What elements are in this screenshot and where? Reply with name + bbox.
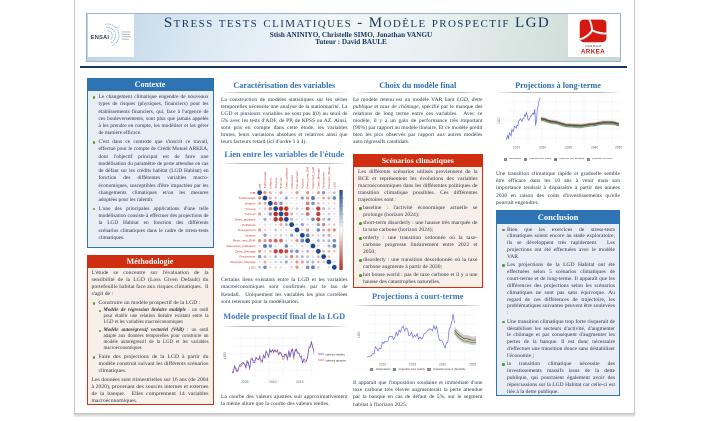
svg-text:LGD: LGD	[332, 181, 336, 188]
svg-text:Dette_Menage: Dette_Menage	[235, 249, 256, 253]
svg-text:2020: 2020	[439, 362, 446, 366]
svg-text:Reve_nets_ENF: Reve_nets_ENF	[233, 239, 256, 243]
svg-text:2025: 2025	[469, 362, 476, 366]
svg-text:Reve_nets_ENF: Reve_nets_ENF	[306, 167, 310, 189]
svg-text:PxLogement: PxLogement	[295, 171, 299, 189]
svg-text:PIB: PIB	[251, 191, 256, 195]
svg-text:2050: 2050	[615, 145, 622, 149]
svg-text:TxLong: TxLong	[245, 207, 256, 211]
svg-text:TxCourt: TxCourt	[244, 212, 255, 216]
svg-text:Dette_publique: Dette_publique	[284, 167, 288, 188]
svg-text:PxLogement: PxLogement	[238, 228, 256, 232]
svg-text:2010: 2010	[379, 362, 386, 366]
svg-text:Actions: Actions	[245, 233, 256, 237]
svg-text:Crédit Mutuel: Crédit Mutuel	[585, 43, 601, 47]
svg-text:ARKEA: ARKEA	[581, 48, 605, 55]
svg-text:PxPetrole: PxPetrole	[242, 223, 256, 227]
svg-text:PIB: PIB	[258, 184, 262, 189]
svg-text:Revenus_Menage: Revenus_Menage	[327, 167, 331, 189]
svg-text:2005: 2005	[241, 380, 249, 384]
svg-text:Depenses_publiques: Depenses_publiques	[227, 244, 256, 248]
svg-text:TxLong: TxLong	[274, 178, 278, 189]
svg-text:PxPetrole: PxPetrole	[290, 175, 294, 189]
svg-text:Inflation: Inflation	[268, 177, 272, 188]
svg-text:valeurs réelles: valeurs réelles	[326, 353, 346, 357]
svg-text:Dette_Menage: Dette_Menage	[316, 168, 320, 189]
svg-text:LGD: LGD	[249, 265, 256, 269]
svg-text:Dette_publique: Dette_publique	[235, 217, 256, 221]
svg-text:TxChomage: TxChomage	[239, 196, 256, 200]
svg-text:Depenses_publiques: Depenses_publiques	[311, 167, 315, 189]
svg-text:2010: 2010	[513, 145, 520, 149]
svg-text:Inflation: Inflation	[245, 201, 256, 205]
svg-text:Revenus_Menage: Revenus_Menage	[230, 260, 255, 264]
svg-text:2015: 2015	[409, 362, 416, 366]
svg-text:2030: 2030	[565, 145, 572, 149]
svg-text:2020: 2020	[539, 145, 546, 149]
svg-text:2040: 2040	[591, 145, 598, 149]
svg-text:LGD: LGD	[223, 351, 227, 359]
svg-text:2010: 2010	[269, 380, 277, 384]
svg-text:Productivite: Productivite	[239, 255, 255, 259]
svg-text:valeurs ajustées: valeurs ajustées	[326, 359, 347, 363]
svg-text:TxChomage: TxChomage	[263, 171, 267, 188]
svg-text:Productivite: Productivite	[322, 172, 326, 188]
svg-text:2015: 2015	[296, 380, 304, 384]
svg-text:Actions: Actions	[300, 178, 304, 189]
svg-text:TxCourt: TxCourt	[279, 177, 283, 188]
svg-text:LGD: LGD	[497, 116, 501, 123]
svg-text:LGD: LGD	[357, 330, 361, 337]
svg-text:ENSAI: ENSAI	[90, 35, 109, 41]
